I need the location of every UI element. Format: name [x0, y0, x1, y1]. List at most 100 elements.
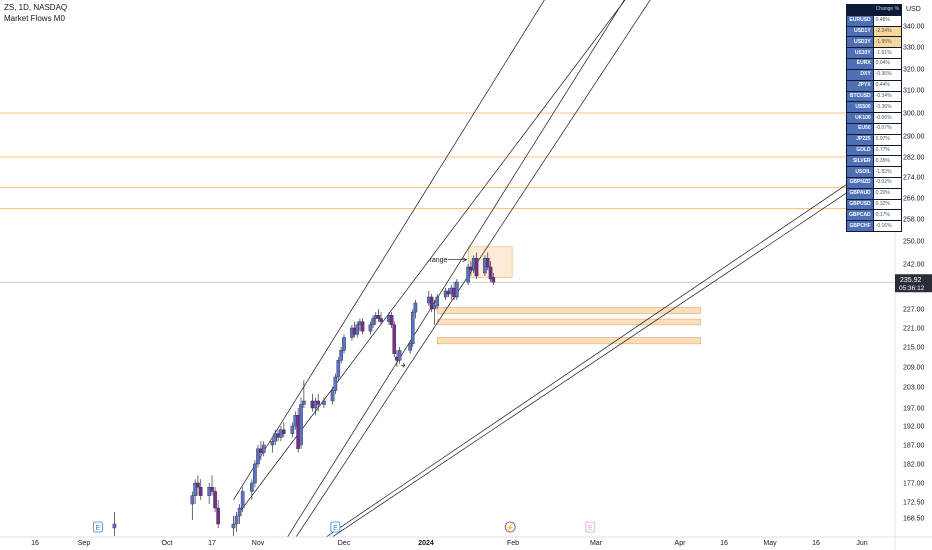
table-row: GBPCAD 0.17%: [846, 209, 903, 222]
candle-body: [397, 350, 402, 361]
candle-body: [379, 318, 383, 322]
candle: [432, 300, 437, 325]
table-row: USD3Y -1.95%: [846, 36, 903, 49]
candle: [339, 347, 343, 364]
change-cell: -0.36%: [872, 101, 903, 114]
table-row: JPYX 0.44%: [846, 79, 903, 92]
x-tick-label: Dec: [338, 540, 351, 547]
candle: [379, 312, 383, 325]
table-row: UK100 -0.06%: [846, 112, 903, 124]
candle-body: [408, 343, 412, 351]
y-tick-label: 330.00: [903, 45, 925, 52]
candle: [466, 264, 470, 285]
candle-body: [290, 425, 295, 434]
x-tick-label: Jun: [856, 540, 867, 547]
candle-body: [371, 318, 375, 326]
candle: [256, 445, 260, 468]
candle: [193, 479, 197, 504]
candle-body: [216, 507, 220, 525]
candle: [368, 321, 373, 335]
earnings-badge: [330, 521, 341, 533]
event-marker: E: [330, 521, 341, 533]
event-marker: E: [585, 521, 596, 533]
x-tick-label: 2024: [418, 540, 434, 547]
candle-body: [213, 491, 217, 509]
trend-line: [239, 0, 626, 513]
candle: [253, 460, 257, 488]
x-tick-label: Mar: [590, 540, 603, 547]
candle-body: [389, 315, 394, 326]
candle-body: [240, 491, 245, 509]
symbol-cell: GBPUSD: [846, 198, 874, 211]
x-tick-label: 16: [720, 540, 728, 547]
event-marker: E: [92, 521, 103, 533]
table-row: EURX 0.04%: [846, 58, 903, 70]
candle: [196, 475, 200, 496]
change-cell: 0.35%: [872, 155, 903, 168]
candle: [408, 340, 412, 354]
dividend-badge: [504, 521, 516, 533]
x-tick-label: Nov: [252, 540, 265, 547]
candle: [270, 437, 275, 453]
event-markers: E E ⚡ E: [92, 521, 596, 533]
candle-body: [193, 482, 197, 496]
candle: [322, 397, 326, 408]
candle: [485, 252, 490, 270]
annotations: range: [400, 257, 468, 368]
symbol-cell: BTCUSD: [846, 90, 874, 103]
change-cell: -2.34%: [872, 25, 903, 38]
candle: [435, 294, 440, 309]
y-tick-label: 182.00: [903, 462, 925, 469]
candle: [299, 397, 303, 449]
last-price-bg: [895, 274, 932, 293]
table-row: BTCUSD -0.34%: [846, 90, 903, 103]
y-tick-label: 177.00: [903, 481, 925, 488]
symbol-cell: GBPCHF: [846, 220, 874, 233]
symbol-cell: GOLD: [846, 144, 874, 157]
symbol-cell: EURX: [846, 58, 874, 70]
candle-body: [237, 507, 242, 517]
change-cell: 0.32%: [872, 198, 903, 211]
demand-zone: [436, 337, 701, 345]
candle-body: [112, 523, 117, 529]
candle-body: [435, 296, 440, 307]
change-cell: -1.61%: [872, 47, 903, 60]
last-price-value: 235.92: [900, 277, 922, 284]
candle: [112, 512, 117, 536]
time-axis[interactable]: 16 Sep Oct 17 Nov Dec 2024 Feb Mar Apr 16 May 16 Jun: [0, 536, 932, 547]
y-tick-label: 274.00: [903, 175, 925, 182]
candle-body: [466, 266, 470, 283]
table-row: JP225 0.97%: [846, 133, 903, 146]
candle: [261, 441, 266, 457]
symbol-cell: GBPAUD: [846, 187, 874, 200]
candle: [234, 512, 239, 532]
x-tick-label: 17: [208, 540, 216, 547]
y-tick-label: 227.00: [903, 307, 925, 314]
candle: [198, 479, 203, 500]
candle: [190, 491, 195, 520]
candle-body: [339, 350, 343, 361]
change-cell: -1.82%: [872, 166, 903, 178]
candle: [231, 516, 236, 536]
candle-body: [410, 311, 415, 345]
candle-body: [210, 487, 214, 492]
table-row: DXY -0.36%: [846, 68, 903, 81]
y-tick-label: 172.50: [903, 500, 925, 507]
symbol-cell: GBPCAD: [846, 209, 874, 222]
candle-body: [234, 515, 239, 525]
candle: [474, 252, 479, 279]
table-row: EURUSD 0.48%: [846, 14, 903, 27]
candle: [413, 300, 418, 319]
candle-body: [256, 448, 260, 465]
y-tick-label: 221.00: [903, 326, 925, 333]
y-tick-label: 203.00: [903, 385, 925, 392]
candle: [237, 504, 242, 524]
range-annotation: range: [430, 257, 448, 264]
candle: [330, 387, 335, 405]
y-tick-label: 320.00: [903, 67, 925, 74]
table-row: US500 -0.36%: [846, 101, 903, 114]
earnings-label: E: [95, 525, 100, 532]
earnings-label: E: [588, 525, 593, 532]
